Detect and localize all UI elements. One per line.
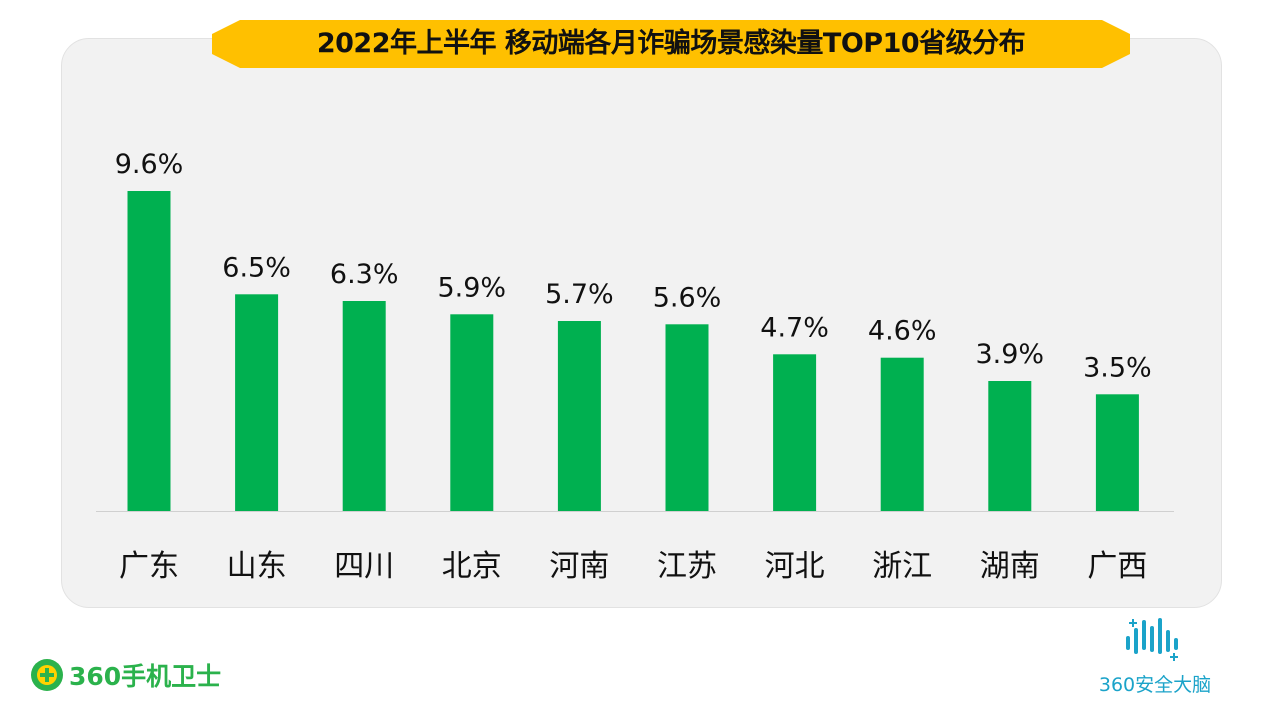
bar-5: [665, 324, 709, 511]
brand-left: 360手机卫士: [30, 656, 221, 694]
x-tick-label-2: 四川: [334, 549, 394, 584]
x-tick-label-9: 广西: [1087, 549, 1147, 584]
bar-8: [988, 381, 1032, 511]
data-label-8: 3.9%: [975, 339, 1044, 370]
plus-circle-icon: [31, 659, 63, 691]
bar-1: [235, 294, 279, 511]
data-label-1: 6.5%: [222, 252, 291, 283]
x-tick-label-6: 河北: [765, 549, 825, 584]
x-tick-label-3: 北京: [442, 549, 502, 584]
brand-right: 360安全大脑: [1060, 612, 1250, 702]
bar-2: [342, 301, 386, 511]
data-label-5: 5.6%: [653, 282, 722, 313]
x-tick-label-5: 江苏: [657, 549, 717, 584]
chart-title: 2022年上半年 移动端各月诈骗场景感染量TOP10省级分布: [316, 28, 1026, 59]
bar-4: [557, 321, 601, 511]
bar-9: [1095, 394, 1139, 511]
data-label-6: 4.7%: [760, 312, 829, 343]
brain-wave-icon: [1126, 618, 1178, 661]
x-tick-label-0: 广东: [119, 549, 179, 584]
bar-7: [880, 357, 924, 511]
x-tick-label-1: 山东: [227, 549, 287, 584]
data-label-4: 5.7%: [545, 279, 614, 310]
bar-6: [773, 354, 817, 511]
title-banner-shape: [212, 20, 1130, 68]
x-tick-label-8: 湖南: [980, 549, 1040, 584]
data-label-9: 3.5%: [1083, 352, 1152, 383]
data-label-3: 5.9%: [437, 272, 506, 303]
data-label-7: 4.6%: [868, 316, 937, 347]
brand-right-name: 360安全大脑: [1098, 674, 1212, 696]
x-tick-label-4: 河南: [549, 549, 609, 584]
x-tick-label-7: 浙江: [872, 549, 932, 584]
bar-0: [127, 191, 171, 511]
data-label-0: 9.6%: [115, 149, 184, 180]
title-banner: 2022年上半年 移动端各月诈骗场景感染量TOP10省级分布: [212, 20, 1130, 68]
bar-3: [450, 314, 494, 511]
brand-left-name: 360手机卫士: [69, 662, 222, 691]
data-label-2: 6.3%: [330, 259, 399, 290]
